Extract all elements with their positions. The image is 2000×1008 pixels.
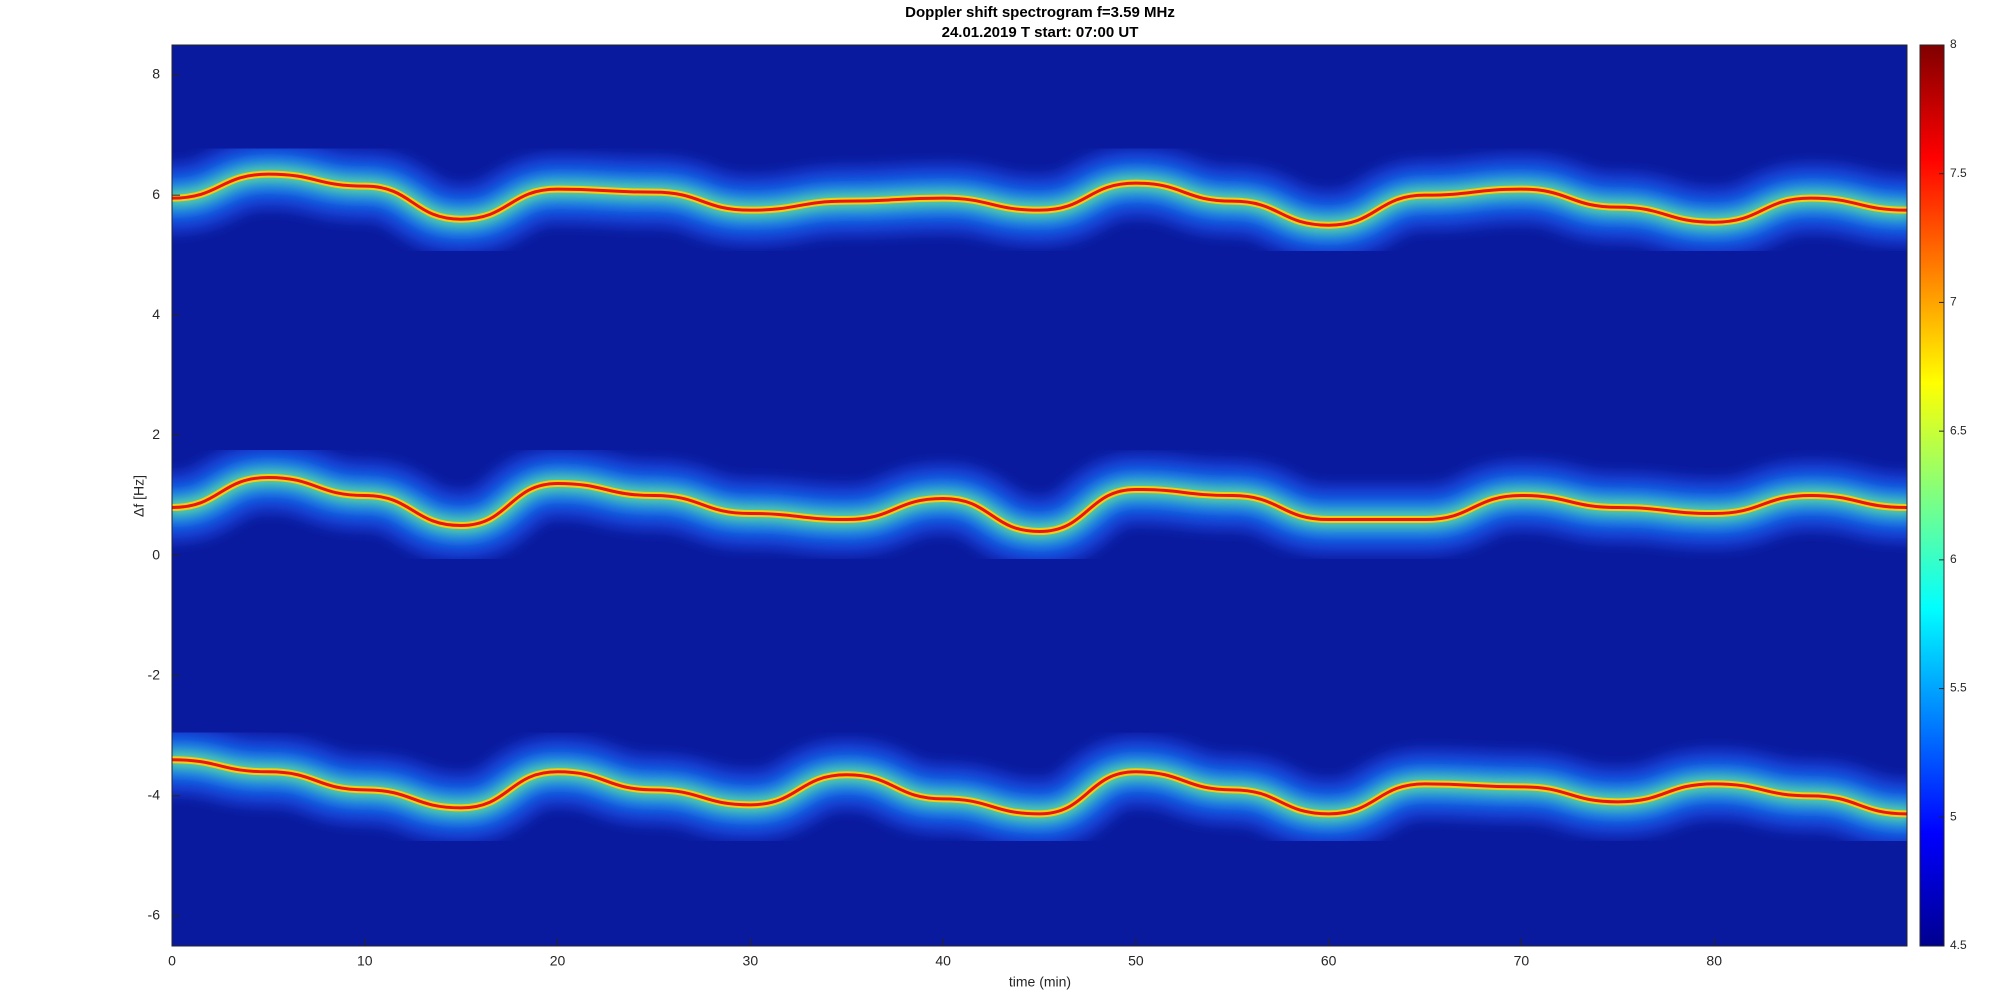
- y-tick-label: 8: [152, 66, 160, 82]
- y-tick-label: -2: [148, 666, 161, 682]
- x-tick-label: 70: [1514, 953, 1530, 969]
- x-tick-label: 10: [357, 953, 373, 969]
- doppler-trace: [172, 475, 1907, 534]
- x-tick-label: 0: [168, 953, 176, 969]
- colorbar-tick-label: 5: [1950, 809, 1957, 823]
- y-axis-label: Δf [Hz]: [131, 475, 147, 517]
- y-tick-label: 6: [152, 186, 160, 202]
- colorbar-tick-label: 7.5: [1950, 166, 1967, 180]
- x-tick-label: 60: [1321, 953, 1337, 969]
- x-tick-label: 80: [1706, 953, 1722, 969]
- y-tick-label: 2: [152, 426, 160, 442]
- colorbar-tick-label: 6: [1950, 552, 1957, 566]
- colorbar-tick-label: 8: [1950, 37, 1957, 51]
- y-tick-label: -6: [148, 907, 161, 923]
- x-tick-label: 50: [1128, 953, 1144, 969]
- chart-title: Doppler shift spectrogram f=3.59 MHz: [905, 4, 1175, 21]
- y-tick-label: 4: [152, 306, 160, 322]
- x-tick-label: 40: [935, 953, 951, 969]
- traces: [172, 139, 1907, 849]
- x-tick-label: 20: [550, 953, 566, 969]
- y-tick-label: 0: [152, 546, 160, 562]
- colorbar: [1919, 44, 1945, 947]
- colorbar-tick-label: 5.5: [1950, 681, 1967, 695]
- colorbar-tick-label: 6.5: [1950, 423, 1967, 437]
- colorbar-tick-label: 4.5: [1950, 938, 1967, 952]
- doppler-trace: [172, 172, 1907, 227]
- chart-subtitle: 24.01.2019 T start: 07:00 UT: [942, 24, 1139, 41]
- x-axis-label: time (min): [1009, 974, 1071, 990]
- x-tick-label: 30: [743, 953, 759, 969]
- plot-frame: [171, 44, 1908, 947]
- colorbar-tick-label: 7: [1950, 295, 1957, 309]
- y-tick-label: -4: [148, 787, 161, 803]
- doppler-trace: [172, 758, 1907, 816]
